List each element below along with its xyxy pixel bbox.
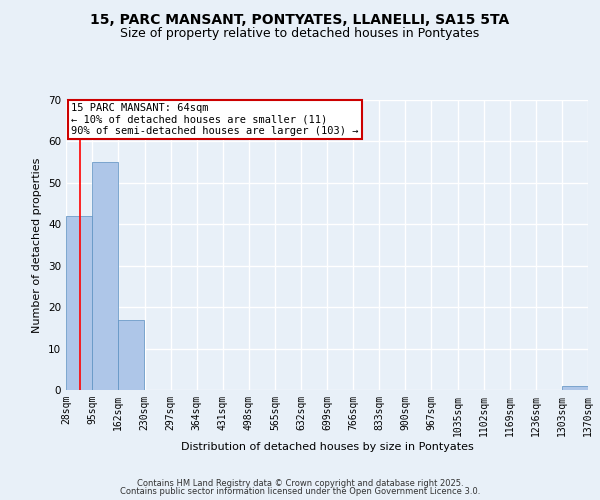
X-axis label: Distribution of detached houses by size in Pontyates: Distribution of detached houses by size … [181, 442, 473, 452]
Text: Contains public sector information licensed under the Open Government Licence 3.: Contains public sector information licen… [120, 487, 480, 496]
Bar [66, 216, 92, 390]
Y-axis label: Number of detached properties: Number of detached properties [32, 158, 43, 332]
Bar [92, 162, 118, 390]
Bar [118, 320, 144, 390]
Text: 15, PARC MANSANT, PONTYATES, LLANELLI, SA15 5TA: 15, PARC MANSANT, PONTYATES, LLANELLI, S… [91, 12, 509, 26]
Text: 15 PARC MANSANT: 64sqm
← 10% of detached houses are smaller (11)
90% of semi-det: 15 PARC MANSANT: 64sqm ← 10% of detached… [71, 103, 359, 136]
Bar [562, 386, 588, 390]
Text: Contains HM Land Registry data © Crown copyright and database right 2025.: Contains HM Land Registry data © Crown c… [137, 478, 463, 488]
Text: Size of property relative to detached houses in Pontyates: Size of property relative to detached ho… [121, 28, 479, 40]
